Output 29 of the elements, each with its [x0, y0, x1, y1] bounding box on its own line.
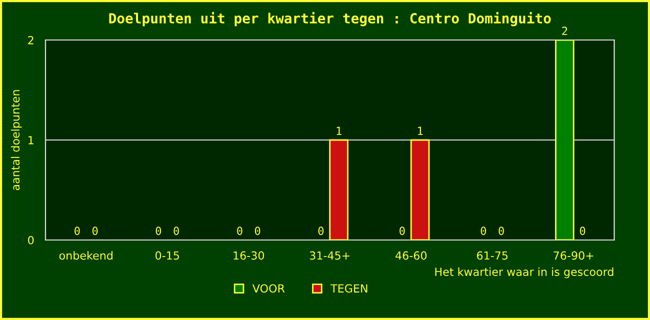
data-label: 0 [480, 226, 486, 236]
data-label: 0 [74, 226, 80, 236]
data-label: 0 [498, 226, 504, 236]
legend-label: VOOR [252, 284, 285, 293]
data-label: 1 [336, 126, 342, 135]
data-label: 0 [156, 226, 162, 236]
x-tick-label: 46-60 [396, 251, 427, 260]
x-tick-label: 61-75 [477, 251, 508, 260]
chart-title: Doelpunten uit per kwartier tegen : Centro Dominguito [109, 12, 551, 26]
data-label: 1 [418, 126, 423, 135]
y-tick-label: 0 [28, 236, 34, 244]
data-label: 0 [174, 226, 179, 236]
x-tick-label: 0-15 [156, 251, 180, 260]
legend-label: TEGEN [330, 284, 368, 293]
data-label: 0 [318, 226, 324, 236]
data-label: 0 [254, 226, 260, 236]
data-label: 0 [580, 226, 586, 236]
x-tick-label: 31-45+ [310, 251, 350, 260]
y-tick-label: 1 [28, 136, 34, 144]
x-tick-label: onbekend [59, 251, 112, 260]
data-label: 0 [92, 226, 98, 236]
data-label: 0 [400, 226, 405, 236]
x-tick-label: 16-30 [234, 251, 264, 260]
x-tick-label: 76-90+ [554, 251, 594, 260]
x-axis-title: Het kwartier waar in is gescoord [435, 267, 614, 278]
y-tick-label: 2 [28, 36, 34, 44]
data-label: 0 [237, 226, 242, 236]
y-axis-title: aantal doelpunten [11, 90, 22, 190]
data-label: 2 [562, 26, 568, 35]
